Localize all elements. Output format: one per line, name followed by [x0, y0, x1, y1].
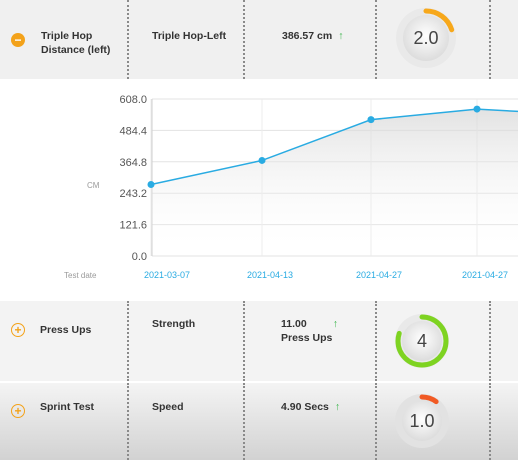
x-tick-label: 2021-03-07: [144, 270, 190, 280]
test-category: Triple Hop-Left: [152, 30, 227, 42]
y-tick-label: 0.0: [132, 251, 147, 263]
expand-toggle[interactable]: +: [11, 323, 25, 337]
y-tick-label: 364.8: [119, 157, 147, 169]
result-value: 386.57 cm: [282, 30, 333, 42]
test-name: Sprint Test: [40, 401, 95, 413]
column-divider: [375, 301, 377, 381]
trend-up-icon: ↑: [332, 318, 338, 330]
test-name-line-1: Triple Hop: [41, 30, 93, 42]
x-tick-label: 2021-04-27: [356, 270, 402, 280]
test-category: Strength: [152, 318, 196, 330]
minus-icon: −: [14, 33, 22, 47]
plus-icon: +: [14, 404, 22, 418]
column-divider: [375, 383, 377, 460]
column-divider: [127, 383, 129, 460]
column-divider: [127, 0, 129, 79]
column-divider: [489, 0, 491, 79]
test-result: 4.90 Secs ↑: [281, 400, 340, 414]
series-area-shadow: [151, 109, 518, 256]
data-point[interactable]: [258, 156, 266, 164]
column-divider: [127, 301, 129, 381]
collapse-toggle[interactable]: −: [11, 33, 25, 47]
result-row-press-ups[interactable]: + Press Ups Strength 11.00 ↑ Press Ups 4: [0, 301, 518, 381]
trend-up-icon: ↑: [338, 30, 344, 42]
score-gauge: 4: [393, 312, 451, 370]
plus-icon: +: [14, 323, 22, 337]
result-row-sprint-test[interactable]: + Sprint Test Speed 4.90 Secs ↑ 1.0: [0, 383, 518, 460]
score-value: 1.0: [409, 410, 435, 431]
test-result: 11.00 ↑ Press Ups: [281, 317, 338, 345]
result-value: 4.90 Secs: [281, 401, 329, 413]
test-name: Press Ups: [40, 324, 92, 336]
column-divider: [243, 383, 245, 460]
test-result: 386.57 cm ↑: [282, 29, 343, 43]
test-category: Speed: [152, 401, 184, 413]
score-value: 4: [416, 330, 427, 351]
expand-toggle[interactable]: +: [11, 404, 25, 418]
data-point[interactable]: [473, 105, 481, 113]
y-tick-label: 243.2: [119, 188, 147, 200]
y-tick-label: 484.4: [119, 125, 147, 137]
column-divider: [489, 383, 491, 460]
data-point[interactable]: [367, 116, 375, 124]
score-value: 2.0: [413, 27, 439, 48]
result-unit: Press Ups: [281, 332, 333, 344]
x-tick-label: 2021-04-27: [462, 270, 508, 280]
x-tick-label: 2021-04-13: [247, 270, 293, 280]
test-name-line-2: Distance (left): [41, 44, 111, 56]
column-divider: [243, 301, 245, 381]
score-gauge: 2.0: [393, 5, 459, 71]
result-value: 11.00: [281, 318, 307, 330]
result-row-triple-hop[interactable]: − Triple Hop Distance (left) Triple Hop-…: [0, 0, 518, 79]
y-axis-label: CM: [87, 181, 100, 190]
column-divider: [489, 301, 491, 381]
x-axis-label: Test date: [64, 271, 97, 280]
column-divider: [243, 0, 245, 79]
column-divider: [375, 0, 377, 79]
y-tick-label: 608.0: [119, 94, 147, 106]
progress-chart: 608.0 484.4 364.8 243.2 121.6 0.0 2021-03-07 2…: [0, 79, 518, 301]
score-gauge: 1.0: [393, 392, 451, 450]
line-chart: 608.0 484.4 364.8 243.2 121.6 0.0 2021-03-07 2…: [64, 94, 518, 280]
trend-up-icon: ↑: [334, 401, 341, 413]
data-point[interactable]: [147, 180, 155, 188]
test-name: Triple Hop Distance (left): [41, 29, 110, 57]
y-tick-label: 121.6: [119, 220, 147, 232]
